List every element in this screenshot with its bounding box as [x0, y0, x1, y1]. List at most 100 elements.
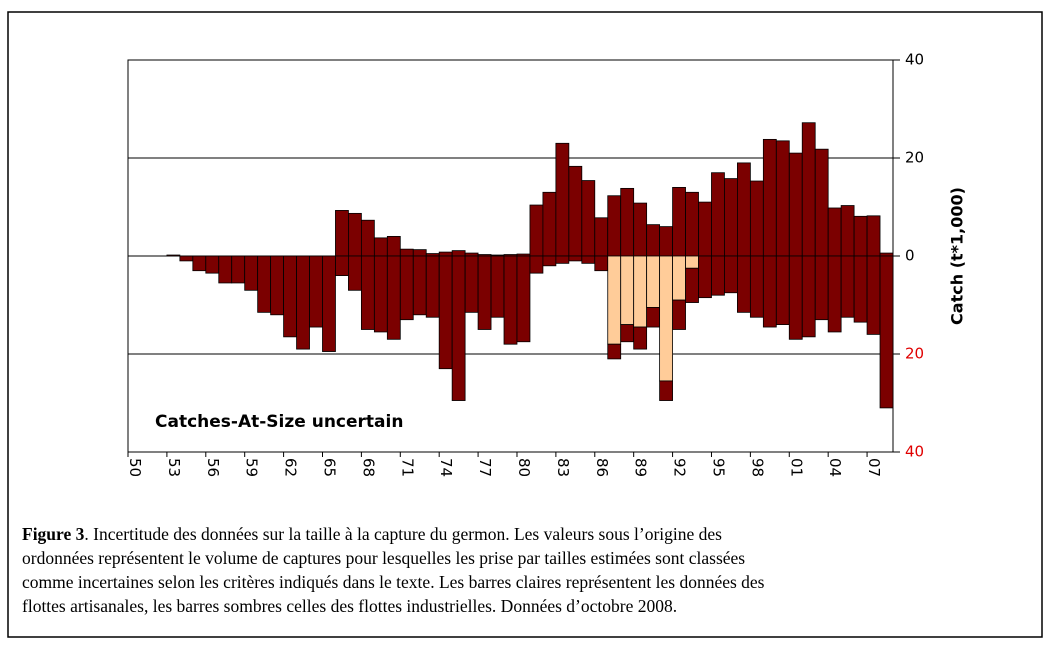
bar	[659, 380, 673, 401]
bar	[620, 187, 635, 257]
bar	[724, 178, 738, 257]
bar	[762, 138, 777, 257]
bar	[412, 249, 427, 257]
bar	[827, 207, 842, 257]
bar	[620, 324, 635, 343]
bar	[438, 255, 453, 370]
bar	[529, 204, 544, 257]
bar	[879, 255, 894, 409]
x-tick-label: 07	[865, 458, 883, 477]
bar	[840, 255, 855, 318]
bar	[360, 255, 375, 330]
bar	[801, 122, 816, 257]
bar	[529, 255, 544, 274]
bar	[296, 255, 310, 350]
bar	[257, 255, 272, 313]
bar	[503, 255, 518, 345]
x-tick-label: 68	[359, 458, 377, 477]
bar	[335, 210, 349, 257]
bar	[607, 195, 622, 257]
bar	[685, 255, 699, 269]
y-tick-label: 0	[905, 247, 915, 265]
y-tick-label: 40	[905, 51, 924, 69]
bar	[425, 255, 440, 318]
bar	[853, 255, 868, 323]
bar	[879, 252, 894, 257]
bar	[698, 201, 712, 257]
x-tick-label: 83	[554, 458, 572, 477]
bar	[775, 140, 790, 257]
bar	[866, 255, 881, 335]
bar	[516, 255, 531, 343]
bar	[633, 202, 648, 257]
caption-line: comme incertaines selon les critères ind…	[22, 572, 765, 592]
x-tick-label: 04	[826, 458, 844, 477]
bar	[386, 255, 401, 340]
bar	[737, 162, 751, 257]
x-tick-label: 98	[748, 458, 766, 477]
bar	[594, 217, 609, 257]
bar	[749, 180, 764, 257]
bar	[607, 343, 622, 360]
bar	[348, 212, 362, 257]
bar	[607, 255, 622, 345]
bar	[555, 255, 570, 264]
bar	[412, 255, 427, 316]
bar	[231, 255, 246, 284]
bar	[633, 255, 648, 328]
bar	[672, 255, 686, 301]
bar	[360, 219, 375, 257]
bar	[672, 299, 686, 330]
x-tick-label: 77	[476, 458, 494, 477]
annotation: Catches-At-Size uncertain	[155, 412, 403, 432]
x-tick-label: 65	[320, 458, 338, 477]
bar	[840, 205, 855, 257]
bar	[659, 255, 673, 382]
bar	[866, 215, 881, 257]
marks	[128, 122, 894, 409]
bar	[451, 250, 466, 257]
bar	[542, 191, 557, 257]
x-tick-label: 71	[398, 458, 416, 477]
x-tick-label: 56	[204, 458, 222, 477]
bar	[179, 255, 194, 262]
bar	[646, 307, 661, 328]
bar	[568, 255, 583, 262]
bar	[788, 255, 803, 340]
bar	[373, 255, 388, 333]
y-tick-label: 20	[905, 345, 924, 363]
x-tick-label: 80	[515, 458, 533, 477]
bar	[555, 142, 570, 257]
bar	[192, 255, 207, 272]
bar	[309, 255, 323, 328]
bar	[775, 255, 790, 325]
bar	[464, 255, 479, 313]
caption-label: Figure 3	[22, 524, 85, 544]
bar	[749, 255, 764, 318]
bar	[853, 215, 868, 257]
bar	[646, 255, 661, 308]
y-tick-label: 40	[905, 443, 924, 461]
bar	[801, 255, 816, 338]
bar	[581, 180, 596, 257]
bar	[244, 255, 259, 291]
bar	[270, 255, 284, 316]
bar	[348, 255, 362, 291]
bar	[646, 224, 661, 257]
x-tick-label: 89	[632, 458, 650, 477]
bar	[711, 172, 725, 257]
bar	[205, 255, 220, 274]
bar	[724, 255, 738, 294]
bar	[166, 254, 181, 257]
bar	[711, 255, 725, 296]
bar	[620, 255, 635, 325]
bar	[283, 255, 297, 338]
caption-line: ordonnées représentent le volume de capt…	[22, 548, 745, 568]
bar	[490, 255, 505, 318]
x-tick-label: 01	[787, 458, 805, 477]
y-axis-label: Catch (t*1,000)	[948, 187, 967, 325]
bar	[399, 255, 414, 321]
bar	[685, 191, 699, 257]
bar	[672, 186, 686, 257]
